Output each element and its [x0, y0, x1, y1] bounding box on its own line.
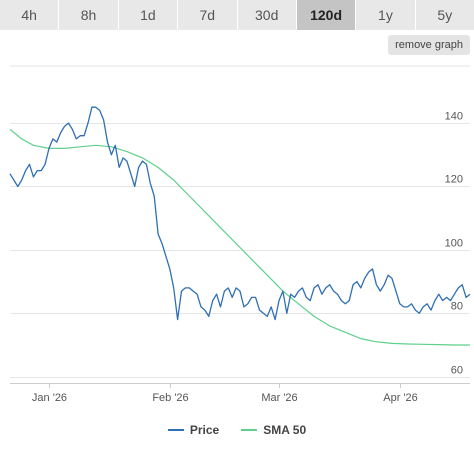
- tab-7d[interactable]: 7d: [178, 0, 238, 30]
- time-range-tabs: 4h 8h 1d 7d 30d 120d 1y 5y: [0, 0, 474, 30]
- legend-swatch-sma: [241, 429, 258, 431]
- y-tick-label: 120: [445, 174, 463, 186]
- y-tick-label: 60: [451, 365, 463, 377]
- tab-4h[interactable]: 4h: [0, 0, 60, 30]
- tab-8h[interactable]: 8h: [59, 0, 119, 30]
- legend-label-price: Price: [189, 423, 220, 437]
- y-tick-label: 140: [445, 111, 463, 123]
- x-tick-label: Mar '26: [261, 392, 297, 404]
- legend-swatch-price: [167, 429, 184, 431]
- tab-5y[interactable]: 5y: [415, 0, 474, 30]
- legend-label-sma: SMA 50: [263, 423, 307, 437]
- y-tick-label: 80: [451, 301, 463, 313]
- tab-120d[interactable]: 120d: [296, 0, 357, 30]
- remove-graph-button[interactable]: remove graph: [388, 35, 470, 55]
- y-tick-label: 100: [445, 238, 463, 250]
- x-tick-label: Apr '26: [383, 392, 418, 404]
- price-line: [9, 106, 471, 321]
- x-tick-label: Jan '26: [32, 392, 67, 404]
- price-chart: 60 80 100 120 140 Jan '26 Feb '26 Mar '26 Apr '2…: [9, 65, 471, 404]
- sma-50-line: [9, 128, 470, 346]
- tab-30d[interactable]: 30d: [237, 0, 297, 30]
- x-tick-label: Feb '26: [152, 392, 188, 404]
- legend-item-price[interactable]: Price: [167, 423, 220, 437]
- tab-1y[interactable]: 1y: [356, 0, 416, 30]
- tab-1d[interactable]: 1d: [118, 0, 179, 30]
- legend-item-sma[interactable]: SMA 50: [241, 423, 306, 437]
- chart-legend: Price SMA 50: [0, 420, 474, 440]
